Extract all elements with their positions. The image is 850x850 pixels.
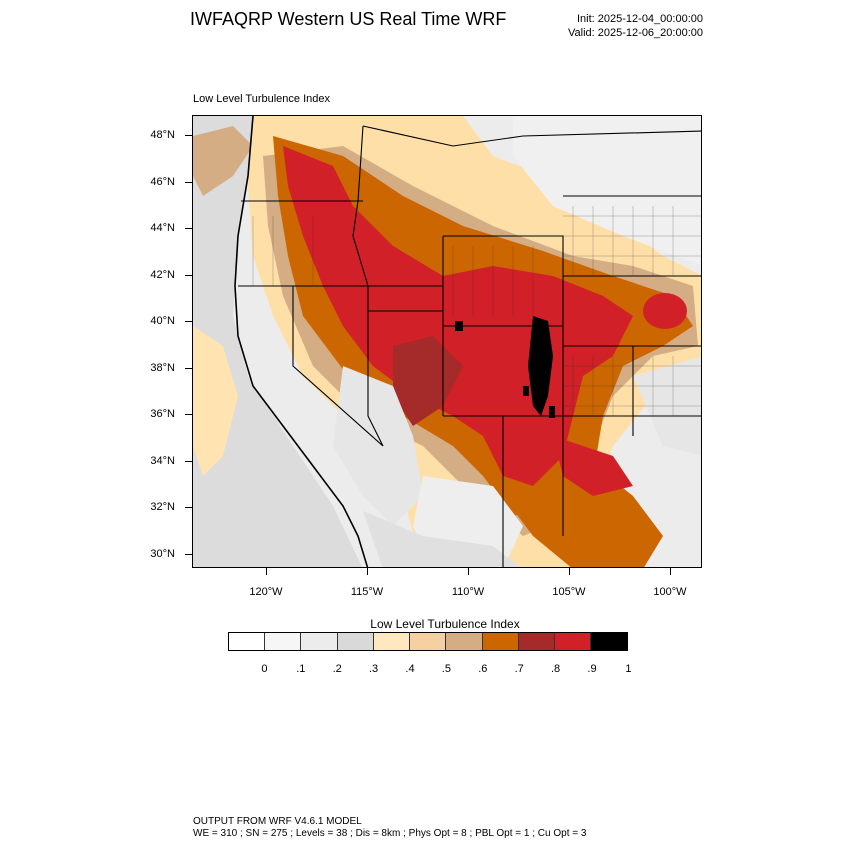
- colorbar-label: 0: [261, 663, 268, 675]
- lat-tick: [185, 414, 192, 415]
- lon-label: 110°W: [451, 586, 485, 598]
- ocean-area: [193, 116, 363, 567]
- red-texas-patch: [553, 436, 633, 496]
- init-time: Init: 2025-12-04_00:00:00: [577, 13, 703, 25]
- lat-tick: [185, 461, 192, 462]
- black-peak-region: [528, 316, 553, 416]
- lat-tick: [185, 368, 192, 369]
- colorbar-cell: [446, 633, 483, 650]
- coastline: [234, 116, 369, 567]
- lat-tick: [185, 135, 192, 136]
- lon-tick: [367, 568, 368, 575]
- colorbar-cell: [265, 633, 302, 650]
- colorbar-cell: [554, 633, 592, 650]
- footer-model: OUTPUT FROM WRF V4.6.1 MODEL: [193, 816, 362, 827]
- valid-time: Valid: 2025-12-06_20:00:00: [568, 27, 703, 39]
- colorbar-label: .2: [332, 663, 342, 675]
- lat-tick: [185, 321, 192, 322]
- lon-tick: [569, 568, 570, 575]
- grey-nevada-region: [333, 366, 423, 526]
- lon-tick: [670, 568, 671, 575]
- lat-label: 36°N: [150, 408, 175, 420]
- panel-title: Low Level Turbulence Index: [193, 93, 330, 105]
- colorbar-cell: [518, 633, 555, 650]
- colorbar-label: .4: [405, 663, 415, 675]
- colorbar-title: Low Level Turbulence Index: [370, 617, 520, 631]
- dark-red-patch: [393, 336, 463, 426]
- lat-label: 42°N: [150, 269, 175, 281]
- lat-tick: [185, 507, 192, 508]
- ocean-tan-patch: [193, 326, 238, 476]
- black-spot: [523, 386, 529, 396]
- black-spot: [549, 406, 555, 418]
- colorbar-label: .9: [587, 663, 597, 675]
- colorbar-label: .3: [369, 663, 379, 675]
- lat-label: 46°N: [150, 176, 175, 188]
- lat-label: 34°N: [150, 455, 175, 467]
- lat-label: 38°N: [150, 362, 175, 374]
- colorbar-label: .8: [551, 663, 561, 675]
- colorbar-cell: [229, 633, 266, 650]
- lat-label: 48°N: [150, 129, 175, 141]
- lat-tick: [185, 554, 192, 555]
- lat-tick: [185, 228, 192, 229]
- colorbar-label: .6: [478, 663, 488, 675]
- ocean-brown-patch: [193, 126, 253, 196]
- lon-tick: [468, 568, 469, 575]
- lon-label: 100°W: [653, 586, 687, 598]
- lat-label: 30°N: [150, 548, 175, 560]
- colorbar-cell: [301, 633, 338, 650]
- turbulence-map: [193, 116, 701, 567]
- lon-label: 105°W: [552, 586, 586, 598]
- colorbar-label: 1: [625, 663, 632, 675]
- lat-label: 40°N: [150, 315, 175, 327]
- grey-dakotas-region: [513, 116, 701, 266]
- colorbar-cell: [337, 633, 374, 650]
- lat-tick: [185, 275, 192, 276]
- colorbar-cell: [482, 633, 519, 650]
- lat-label: 32°N: [150, 501, 175, 513]
- mexico-land: [363, 511, 521, 567]
- colorbar-cell: [410, 633, 447, 650]
- colorbar-label: .5: [441, 663, 451, 675]
- lon-label: 115°W: [350, 586, 384, 598]
- colorbar-label: .7: [514, 663, 524, 675]
- lat-tick: [185, 182, 192, 183]
- chart-title: IWFAQRP Western US Real Time WRF: [190, 9, 507, 29]
- colorbar-label: .1: [296, 663, 306, 675]
- colorbar-cell: [373, 633, 411, 650]
- lon-label: 120°W: [249, 586, 283, 598]
- lon-tick: [266, 568, 267, 575]
- red-kansas-blob: [643, 293, 687, 329]
- lat-label: 44°N: [150, 222, 175, 234]
- county-borders: [252, 206, 701, 416]
- map-plot: [192, 115, 702, 568]
- colorbar-cell: [591, 633, 628, 650]
- footer-config: WE = 310 ; SN = 275 ; Levels = 38 ; Dis …: [193, 828, 587, 839]
- colorbar: [228, 632, 629, 651]
